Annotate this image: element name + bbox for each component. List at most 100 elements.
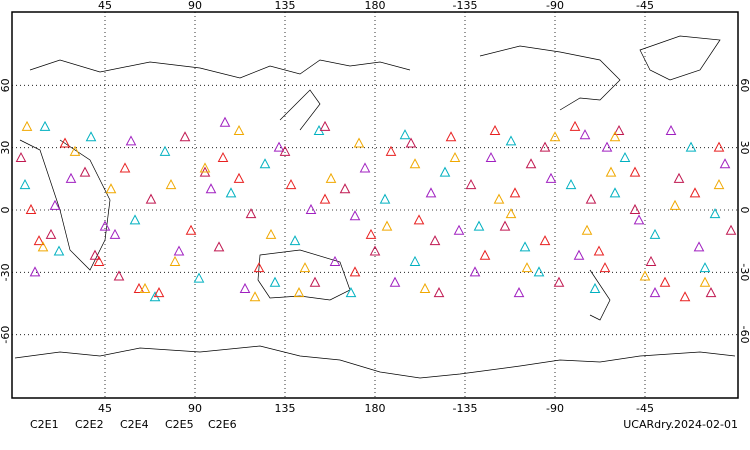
observation-marker — [605, 166, 617, 177]
observation-marker — [585, 193, 597, 204]
observation-marker — [293, 287, 305, 298]
observation-marker — [79, 166, 91, 177]
observation-marker — [379, 193, 391, 204]
observation-marker — [629, 166, 641, 177]
observation-marker — [649, 228, 661, 239]
observation-marker — [439, 166, 451, 177]
observation-marker — [89, 249, 101, 260]
observation-marker — [639, 270, 651, 281]
observation-marker — [25, 203, 37, 214]
observation-marker — [139, 282, 151, 293]
coastline — [14, 345, 736, 379]
observation-marker — [465, 178, 477, 190]
observation-marker — [39, 120, 51, 131]
observation-marker — [279, 145, 291, 156]
y-tick-label: -60 — [738, 326, 750, 344]
observation-marker — [109, 228, 121, 239]
observation-marker — [245, 208, 257, 219]
observation-marker — [99, 220, 111, 231]
coastline — [29, 59, 411, 79]
observation-marker — [405, 137, 417, 148]
observation-marker — [539, 141, 551, 152]
observation-marker — [419, 282, 431, 293]
observation-marker — [125, 135, 137, 146]
observation-marker — [553, 276, 565, 287]
observation-marker — [509, 187, 521, 198]
observation-marker — [693, 241, 705, 252]
observation-marker — [133, 282, 145, 293]
observation-marker — [609, 131, 621, 142]
y-tick-label: 0 — [738, 207, 750, 214]
y-tick-label: -30 — [0, 263, 12, 281]
x-tick-label: 135 — [275, 402, 296, 415]
observation-marker — [119, 162, 131, 173]
x-tick-label: 180 — [365, 402, 386, 415]
observation-marker — [385, 145, 397, 156]
x-tick-label: 90 — [188, 402, 202, 415]
run-label: UCARdry.2024-02-01 — [623, 418, 738, 431]
observation-marker — [689, 187, 701, 198]
observation-marker — [153, 287, 165, 298]
observation-marker — [19, 178, 31, 190]
observation-marker — [305, 203, 317, 214]
observation-marker — [485, 151, 497, 163]
observation-marker — [413, 214, 425, 225]
observation-marker — [65, 172, 77, 183]
observation-marker — [179, 131, 191, 142]
observation-marker — [549, 131, 561, 142]
observation-marker — [29, 266, 41, 277]
observation-marker — [289, 235, 301, 246]
observation-marker — [445, 131, 457, 142]
observation-marker — [505, 135, 517, 146]
y-tick-label: -30 — [738, 263, 750, 281]
y-tick-label: 60 — [738, 78, 750, 92]
observation-marker — [205, 183, 217, 194]
observation-marker — [399, 129, 411, 140]
observation-marker — [359, 162, 371, 173]
observation-marker — [409, 158, 421, 169]
observation-marker — [673, 172, 685, 183]
legend-label: C2E6 — [208, 418, 237, 431]
observation-marker — [629, 203, 641, 214]
observation-marker — [269, 276, 281, 287]
observation-marker — [679, 291, 691, 302]
observation-marker — [213, 241, 225, 252]
observation-marker — [699, 276, 711, 287]
observation-marker — [93, 255, 105, 266]
observation-marker — [169, 255, 181, 266]
observation-marker — [239, 282, 251, 293]
observation-marker — [37, 241, 49, 252]
observation-marker — [601, 141, 613, 152]
observation-marker — [15, 151, 27, 163]
y-tick-label: 30 — [0, 141, 12, 155]
observation-marker — [193, 272, 205, 283]
observation-marker — [381, 220, 393, 231]
observation-marker — [129, 214, 141, 225]
y-tick-label: 60 — [0, 78, 12, 92]
observation-marker — [233, 124, 245, 136]
observation-marker — [53, 245, 65, 256]
observation-marker — [505, 208, 517, 219]
observation-marker — [725, 224, 737, 235]
x-tick-label: 45 — [98, 402, 112, 415]
x-tick-label: 90 — [188, 0, 202, 12]
observation-marker — [33, 235, 45, 246]
observation-marker — [265, 228, 277, 239]
observation-marker — [429, 235, 441, 246]
observation-marker — [113, 270, 125, 281]
observation-marker — [365, 228, 377, 239]
observation-marker — [319, 120, 331, 131]
observation-marker — [329, 255, 341, 266]
observation-marker — [649, 287, 661, 298]
x-tick-label: -45 — [636, 0, 654, 12]
observation-marker — [685, 141, 697, 152]
y-tick-label: 0 — [0, 207, 12, 214]
observation-marker — [705, 287, 717, 298]
x-tick-label: 180 — [365, 0, 386, 12]
observation-marker — [633, 214, 645, 225]
observation-marker — [219, 116, 231, 127]
observation-marker — [425, 187, 437, 198]
x-tick-label: -45 — [636, 402, 654, 415]
observation-marker — [285, 178, 297, 190]
